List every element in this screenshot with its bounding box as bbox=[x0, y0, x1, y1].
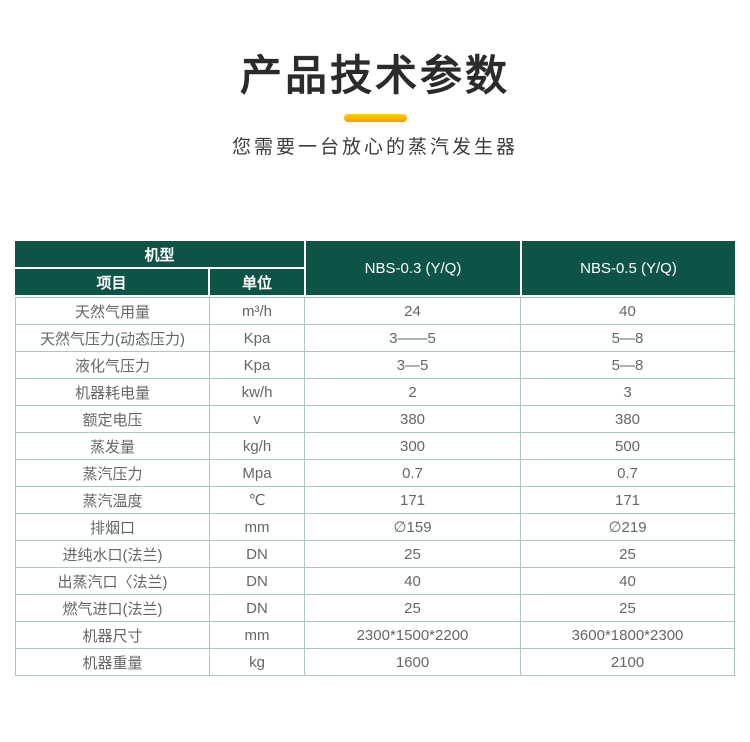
cell-value: 3——5 bbox=[305, 325, 520, 351]
cell-unit: Kpa bbox=[210, 352, 304, 378]
cell-value: 3600*1800*2300 bbox=[521, 622, 734, 648]
cell-value: 40 bbox=[521, 298, 734, 324]
cell-unit: mm bbox=[210, 622, 304, 648]
cell-unit: ℃ bbox=[210, 487, 304, 513]
title-accent-bar bbox=[343, 114, 407, 122]
cell-value: 40 bbox=[305, 568, 520, 594]
cell-item: 出蒸汽口〈法兰) bbox=[16, 568, 209, 594]
header-cell-item: 项目 bbox=[15, 269, 208, 295]
cell-unit: kw/h bbox=[210, 379, 304, 405]
hero-section: 产品技术参数 您需要一台放心的蒸汽发生器 bbox=[0, 0, 750, 159]
cell-value: 171 bbox=[305, 487, 520, 513]
cell-item: 天然气用量 bbox=[16, 298, 209, 324]
cell-value: 3 bbox=[521, 379, 734, 405]
cell-value: 500 bbox=[521, 433, 734, 459]
cell-unit: v bbox=[210, 406, 304, 432]
cell-unit: m³/h bbox=[210, 298, 304, 324]
cell-value: 2300*1500*2200 bbox=[305, 622, 520, 648]
cell-unit: kg/h bbox=[210, 433, 304, 459]
cell-value: 25 bbox=[521, 595, 734, 621]
cell-item: 燃气进口(法兰) bbox=[16, 595, 209, 621]
page: 产品技术参数 您需要一台放心的蒸汽发生器 机型 项目 单位 NBS-0.3 (Y… bbox=[0, 0, 750, 676]
cell-unit: kg bbox=[210, 649, 304, 675]
cell-value: 300 bbox=[305, 433, 520, 459]
cell-value: 171 bbox=[521, 487, 734, 513]
header-cell-model-nbs03: NBS-0.3 (Y/Q) bbox=[306, 241, 520, 295]
cell-value: 40 bbox=[521, 568, 734, 594]
header-cell-model-nbs05: NBS-0.5 (Y/Q) bbox=[522, 241, 735, 295]
cell-item: 额定电压 bbox=[16, 406, 209, 432]
cell-item: 机器尺寸 bbox=[16, 622, 209, 648]
cell-value: 380 bbox=[521, 406, 734, 432]
table-header: 机型 项目 单位 NBS-0.3 (Y/Q) NBS-0.5 (Y/Q) bbox=[15, 241, 735, 295]
cell-item: 蒸发量 bbox=[16, 433, 209, 459]
cell-value: 1600 bbox=[305, 649, 520, 675]
cell-value: 5—8 bbox=[521, 325, 734, 351]
cell-item: 蒸汽压力 bbox=[16, 460, 209, 486]
cell-value: 0.7 bbox=[305, 460, 520, 486]
cell-value: 2 bbox=[305, 379, 520, 405]
cell-unit: Kpa bbox=[210, 325, 304, 351]
header-cell-unit: 单位 bbox=[210, 269, 304, 295]
cell-value: 25 bbox=[521, 541, 734, 567]
cell-value: 25 bbox=[305, 541, 520, 567]
cell-unit: DN bbox=[210, 595, 304, 621]
cell-unit: DN bbox=[210, 541, 304, 567]
cell-item: 排烟口 bbox=[16, 514, 209, 540]
header-cell-machine-type: 机型 bbox=[15, 241, 304, 267]
page-subtitle: 您需要一台放心的蒸汽发生器 bbox=[231, 137, 518, 158]
cell-item: 液化气压力 bbox=[16, 352, 209, 378]
cell-value: 380 bbox=[305, 406, 520, 432]
cell-value: 2100 bbox=[521, 649, 734, 675]
cell-item: 天然气压力(动态压力) bbox=[16, 325, 209, 351]
cell-value: 5—8 bbox=[521, 352, 734, 378]
cell-value: ∅219 bbox=[521, 514, 734, 540]
cell-unit: mm bbox=[210, 514, 304, 540]
cell-unit: DN bbox=[210, 568, 304, 594]
cell-item: 机器重量 bbox=[16, 649, 209, 675]
cell-value: ∅159 bbox=[305, 514, 520, 540]
cell-value: 24 bbox=[305, 298, 520, 324]
cell-unit: Mpa bbox=[210, 460, 304, 486]
table-body: 天然气用量 m³/h 24 40 天然气压力(动态压力) Kpa 3——5 5—… bbox=[15, 297, 735, 676]
cell-value: 0.7 bbox=[521, 460, 734, 486]
cell-value: 25 bbox=[305, 595, 520, 621]
cell-item: 进纯水口(法兰) bbox=[16, 541, 209, 567]
cell-item: 机器耗电量 bbox=[16, 379, 209, 405]
cell-value: 3—5 bbox=[305, 352, 520, 378]
page-title: 产品技术参数 bbox=[239, 52, 510, 99]
spec-table: 机型 项目 单位 NBS-0.3 (Y/Q) NBS-0.5 (Y/Q) 天然气… bbox=[15, 241, 735, 676]
cell-item: 蒸汽温度 bbox=[16, 487, 209, 513]
